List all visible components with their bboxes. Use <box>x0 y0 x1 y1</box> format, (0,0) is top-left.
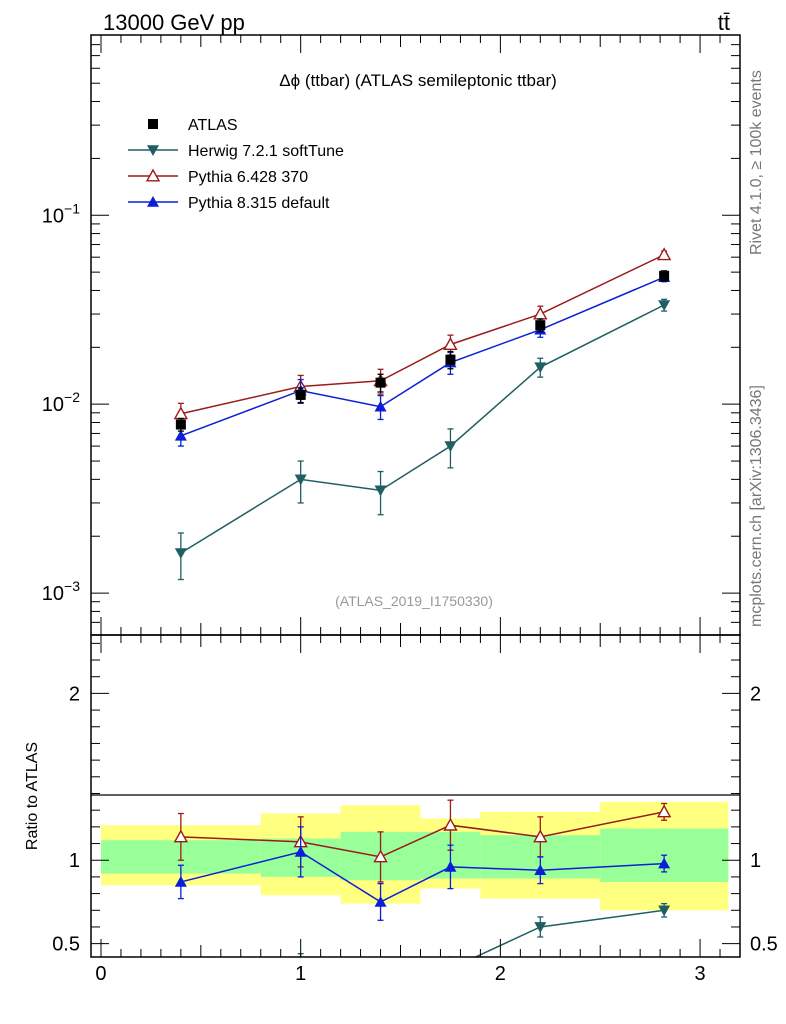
data-point <box>656 247 672 261</box>
chart-title: Δϕ (ttbar) (ATLAS semileptonic ttbar) <box>279 71 557 90</box>
data-point <box>533 306 548 320</box>
data-point <box>375 377 386 388</box>
ratio-series-pythia-8-315-default <box>174 826 671 921</box>
ratio-point <box>444 860 457 872</box>
data-point <box>295 389 306 400</box>
ratio-frame <box>90 634 741 958</box>
ratio-line <box>180 811 665 858</box>
x-tick-label: 3 <box>694 963 705 985</box>
energy-label: 13000 GeV pp <box>103 10 245 35</box>
x-tick-labels: 0 1 2 3 <box>95 963 705 985</box>
ratio-point <box>658 857 671 869</box>
ratio-point <box>373 849 388 863</box>
ratio-point <box>534 864 547 876</box>
analysis-watermark: (ATLAS_2019_I1750330) <box>335 593 493 609</box>
data-point <box>174 548 187 560</box>
data-point <box>294 474 307 486</box>
legend-marker <box>147 145 159 156</box>
ratio-series <box>173 799 672 998</box>
ratio-point <box>443 817 458 831</box>
data-point <box>445 354 456 365</box>
legend-marker <box>147 196 159 207</box>
ratio-point <box>174 875 187 887</box>
data-point <box>658 300 671 311</box>
main-ticks: 10−1 10−2 10−3 <box>42 34 741 636</box>
legend: ATLAS Herwig 7.2.1 softTune Pythia 6.428 3… <box>128 117 344 212</box>
data-point <box>534 362 547 374</box>
legend-label: Pythia 6.428 370 <box>188 169 308 186</box>
data-point <box>659 270 670 281</box>
legend-marker <box>148 119 158 129</box>
x-tick-label: 0 <box>95 963 106 985</box>
data-point <box>535 320 546 331</box>
x-tick-label: 2 <box>495 963 506 985</box>
ratio-point <box>533 829 548 843</box>
legend-label: Pythia 8.315 default <box>188 195 330 212</box>
ratio-y-tick-label: 1 <box>69 850 80 872</box>
data-point <box>374 400 387 412</box>
ratio-point <box>173 829 189 843</box>
series-line <box>180 304 665 554</box>
data-point <box>175 419 186 430</box>
y-tick-label: 10−2 <box>42 389 80 416</box>
ratio-y-tick-label: 0.5 <box>52 934 80 956</box>
main-panel: Δϕ (ttbar) (ATLAS semileptonic ttbar) (A… <box>42 34 741 636</box>
ratio-point <box>658 905 671 917</box>
legend-marker <box>145 168 161 182</box>
rivet-label: Rivet 4.1.0, ≥ 100k events <box>748 70 765 255</box>
ratio-series-herwig-7-2-1-softtune <box>175 902 671 998</box>
series-herwig-7-2-1-softtune <box>174 298 671 581</box>
ratio-line <box>180 851 665 903</box>
legend-label: Herwig 7.2.1 softTune <box>188 143 344 160</box>
ratio-panel: 0.5 0.5 1 1 2 2 Ratio to ATLAS <box>24 634 778 998</box>
ratio-point <box>175 987 187 998</box>
main-series <box>173 247 672 581</box>
ratio-y-tick-label-right: 1 <box>750 850 761 872</box>
ratio-y-tick-label: 2 <box>69 683 80 705</box>
ratio-point <box>534 922 547 933</box>
data-point <box>443 337 458 350</box>
ratio-point <box>375 977 387 988</box>
data-point <box>374 485 387 497</box>
ratio-ticks: 0.5 0.5 1 1 2 2 <box>52 635 778 957</box>
ratio-point <box>444 964 456 975</box>
process-label: tt̄ <box>718 10 730 35</box>
ratio-point <box>656 804 672 818</box>
x-tick-label: 1 <box>295 963 306 985</box>
ratio-y-tick-label-right: 2 <box>750 683 761 705</box>
ratio-line <box>473 909 665 957</box>
y-tick-label: 10−1 <box>42 200 80 227</box>
series-atlas <box>175 270 670 432</box>
y-tick-label: 10−3 <box>42 578 80 605</box>
legend-label: ATLAS <box>188 117 238 134</box>
series-line <box>180 276 665 437</box>
ratio-point <box>374 895 387 907</box>
series-line <box>180 254 665 415</box>
ratio-ylabel: Ratio to ATLAS <box>24 742 41 850</box>
ratio-point <box>294 845 307 857</box>
series-pythia-6-428-370 <box>173 247 672 427</box>
data-point <box>174 429 187 441</box>
ratio-y-tick-label-right: 0.5 <box>750 934 778 956</box>
source-label: mcplots.cern.ch [arXiv:1306.3436] <box>748 385 765 627</box>
data-point <box>444 441 457 453</box>
